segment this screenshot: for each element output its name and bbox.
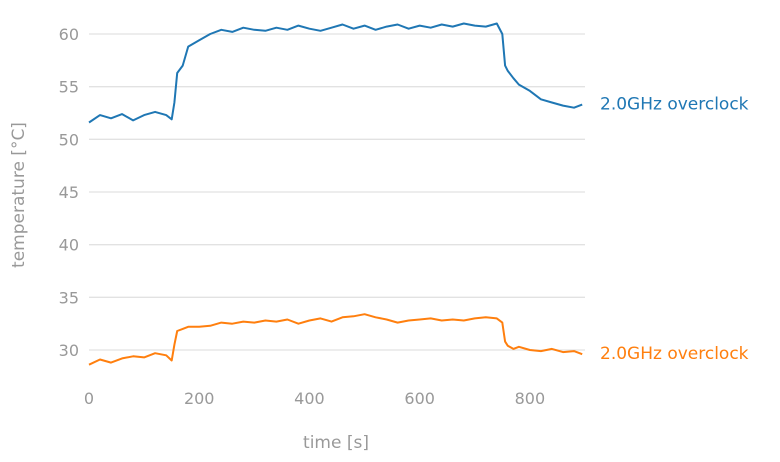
x-axis-title: time [s] (303, 433, 369, 453)
x-tick-label: 600 (404, 389, 435, 408)
y-tick-label: 55 (59, 78, 79, 97)
series-lines (88, 22, 583, 366)
x-tick-labels: 0 200 400 600 800 (84, 389, 545, 408)
x-tick-label: 800 (515, 389, 546, 408)
y-tick-label: 40 (59, 236, 79, 255)
y-tick-label: 30 (59, 341, 79, 360)
gridlines (89, 33, 585, 351)
y-axis-title: temperature [°C] (9, 122, 29, 268)
y-tick-labels: 30 35 40 45 50 55 60 (59, 25, 79, 360)
y-tick-label: 35 (59, 288, 79, 307)
series-line-0 (88, 22, 583, 124)
series-line-1 (88, 313, 583, 366)
series-label-1: 2.0GHz overclock (600, 344, 749, 364)
y-tick-label: 60 (59, 25, 79, 44)
x-tick-label: 0 (84, 389, 94, 408)
x-tick-label: 400 (294, 389, 325, 408)
x-tick-label: 200 (184, 389, 215, 408)
series-label-0: 2.0GHz overclock (600, 95, 749, 115)
y-tick-label: 50 (59, 130, 79, 149)
y-tick-label: 45 (59, 183, 79, 202)
series-labels: 2.0GHz overclock 2.0GHz overclock (600, 95, 749, 365)
